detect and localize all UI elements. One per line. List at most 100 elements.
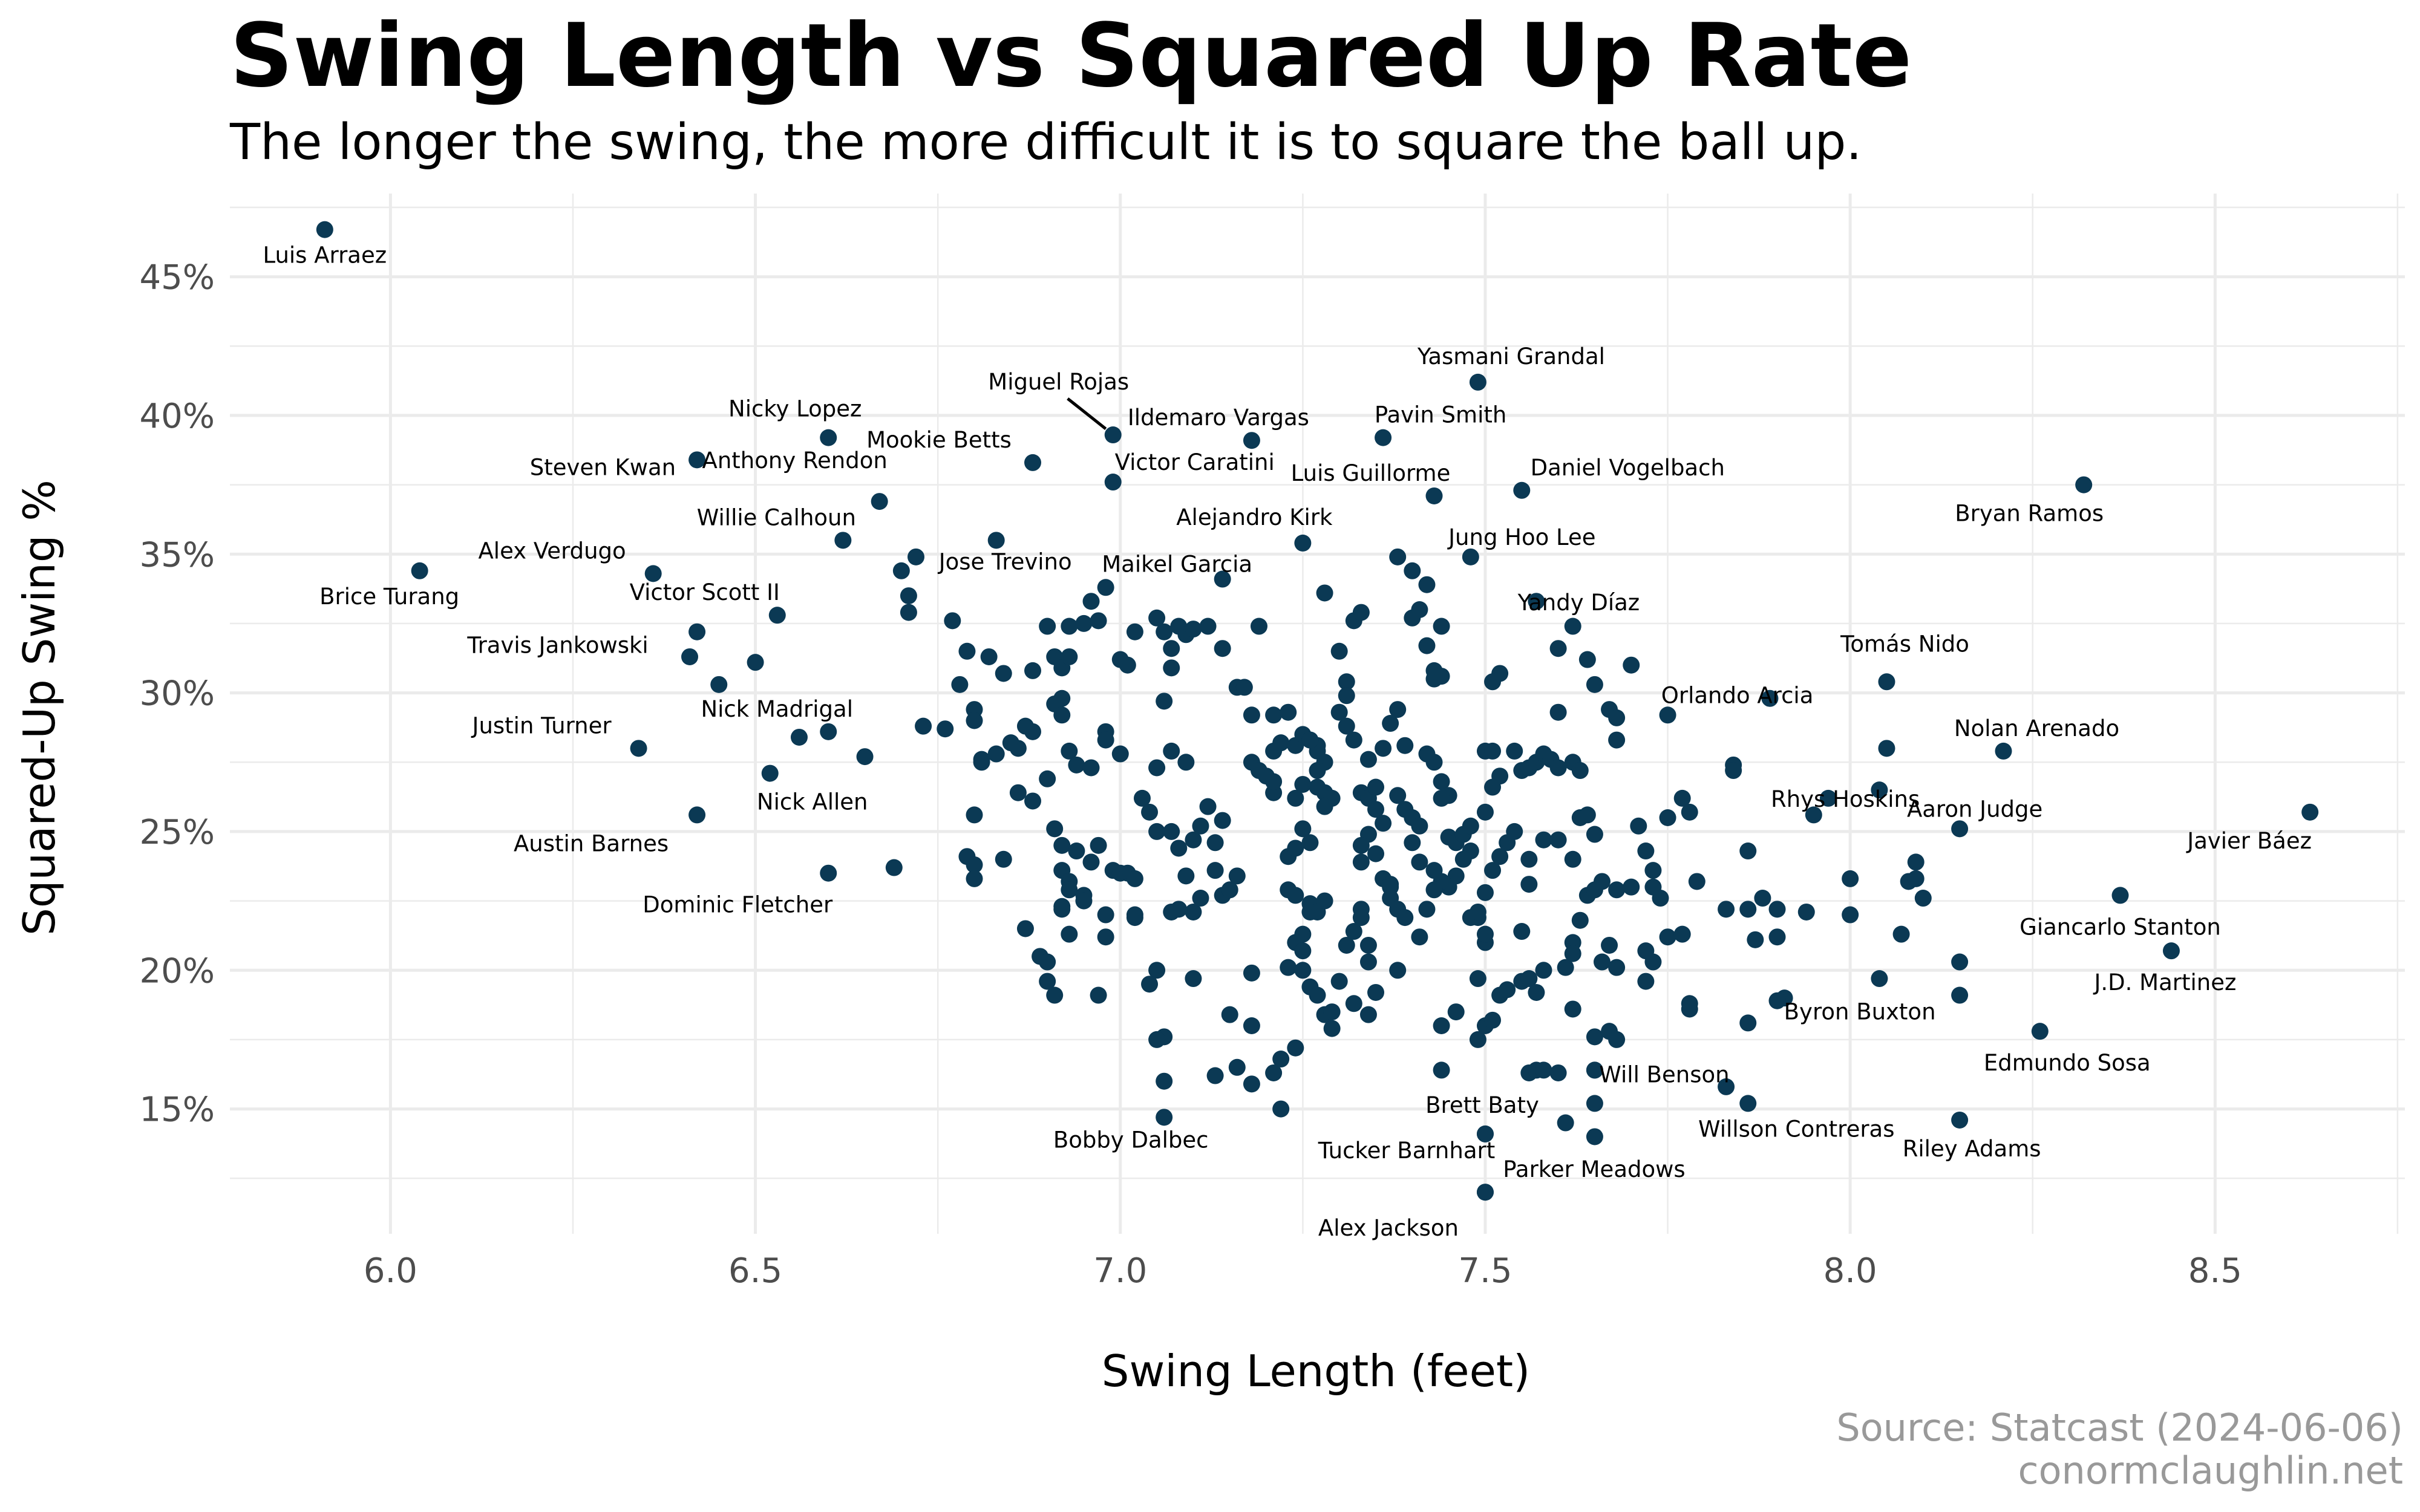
data-point xyxy=(1389,701,1407,719)
data-point xyxy=(1535,831,1552,849)
data-point xyxy=(1345,995,1362,1012)
data-point xyxy=(1447,1003,1465,1021)
data-point xyxy=(1338,687,1355,705)
data-point xyxy=(1061,742,1078,760)
data-point xyxy=(1476,884,1494,901)
data-point xyxy=(1272,1100,1290,1118)
x-tick-label: 7.0 xyxy=(1093,1251,1147,1291)
data-point xyxy=(1192,890,1209,907)
data-point xyxy=(1411,601,1428,618)
data-point xyxy=(1557,959,1574,976)
data-point xyxy=(1316,584,1333,602)
point-label: Nick Madrigal xyxy=(701,696,853,722)
chart-subtitle: The longer the swing, the more difficult… xyxy=(230,114,1862,171)
point-labels: Luis Arraez Brice Turang Alex Verdugo Steve… xyxy=(263,243,2312,1242)
data-point xyxy=(1871,970,1888,988)
data-point xyxy=(1214,640,1231,657)
data-point xyxy=(1250,618,1267,635)
data-point xyxy=(980,648,998,665)
point-label: Jung Hoo Lee xyxy=(1447,524,1595,550)
data-point xyxy=(1418,637,1436,654)
data-point xyxy=(1039,770,1056,787)
caption: Source: Statcast (2024-06-06) conormclau… xyxy=(1836,1406,2403,1493)
data-point xyxy=(1469,1031,1486,1048)
data-point xyxy=(1323,1003,1341,1021)
data-point xyxy=(1148,1031,1166,1048)
data-point xyxy=(1681,803,1698,821)
data-point xyxy=(966,856,983,873)
point-label: Edmundo Sosa xyxy=(1984,1050,2151,1076)
point-label: Yandy Díaz xyxy=(1517,590,1640,616)
data-point xyxy=(1411,817,1428,835)
data-point xyxy=(1126,623,1143,640)
data-point xyxy=(1761,689,1779,707)
data-point xyxy=(1462,817,1479,835)
data-point xyxy=(1797,903,1815,921)
data-point xyxy=(1578,651,1596,668)
point-label: Austin Barnes xyxy=(514,830,669,856)
x-tick-label: 6.5 xyxy=(728,1251,782,1291)
point-label: Jose Trevino xyxy=(938,549,1072,575)
data-point xyxy=(1294,962,1312,979)
data-point xyxy=(1418,576,1436,593)
point-label: Brett Baty xyxy=(1425,1092,1539,1118)
point-label: Miguel Rojas xyxy=(988,369,1129,395)
data-point xyxy=(1425,881,1443,899)
data-point xyxy=(1557,1114,1574,1132)
data-point xyxy=(1156,692,1173,710)
data-point xyxy=(2162,942,2180,960)
data-point xyxy=(1433,1017,1450,1034)
data-point xyxy=(987,532,1005,549)
data-point xyxy=(790,728,808,746)
data-point xyxy=(1301,834,1319,852)
data-point xyxy=(1345,923,1362,940)
data-point xyxy=(1148,823,1166,840)
data-point xyxy=(1520,850,1538,868)
point-label: Steven Kwan xyxy=(530,454,676,480)
data-point xyxy=(1185,970,1202,988)
data-point xyxy=(1513,481,1531,499)
data-point xyxy=(1156,623,1173,640)
data-point xyxy=(1586,1128,1603,1145)
data-point xyxy=(710,676,728,693)
point-label: Orlando Arcia xyxy=(1661,682,1814,708)
data-point xyxy=(1951,820,1969,838)
data-point xyxy=(688,623,706,640)
data-point xyxy=(1097,731,1114,749)
data-point xyxy=(1476,925,1494,943)
data-point xyxy=(1586,826,1603,843)
data-point xyxy=(1878,740,1895,757)
data-point xyxy=(1053,836,1071,854)
data-point xyxy=(1951,1111,1969,1129)
data-point xyxy=(1352,604,1370,621)
data-point xyxy=(1082,853,1100,871)
data-point xyxy=(1039,618,1056,635)
data-point xyxy=(1564,850,1581,868)
data-point xyxy=(1681,995,1698,1012)
point-label: Will Benson xyxy=(1599,1061,1729,1087)
data-point xyxy=(1747,931,1764,948)
point-label: Nick Allen xyxy=(757,789,868,815)
data-point xyxy=(1141,803,1159,821)
data-point xyxy=(1396,737,1414,754)
data-point xyxy=(1754,890,1771,907)
data-point xyxy=(1338,936,1355,954)
data-point xyxy=(1499,981,1516,999)
data-point xyxy=(1878,673,1895,691)
data-point xyxy=(1652,890,1669,907)
x-tick-label: 6.0 xyxy=(364,1251,417,1291)
data-point xyxy=(1287,1039,1304,1057)
data-point xyxy=(1469,903,1486,921)
data-point xyxy=(1608,959,1626,976)
y-tick-label: 30% xyxy=(140,674,215,714)
data-point xyxy=(1097,579,1114,596)
data-point xyxy=(1280,703,1297,721)
data-point xyxy=(1578,806,1596,824)
point-label: Mookie Betts xyxy=(866,427,1012,453)
data-point xyxy=(1433,1061,1450,1079)
data-point xyxy=(1352,836,1370,854)
data-point xyxy=(1163,903,1180,921)
data-point xyxy=(995,850,1012,868)
y-axis-label: Squared-Up Swing % xyxy=(14,480,65,936)
data-point xyxy=(1411,928,1428,946)
